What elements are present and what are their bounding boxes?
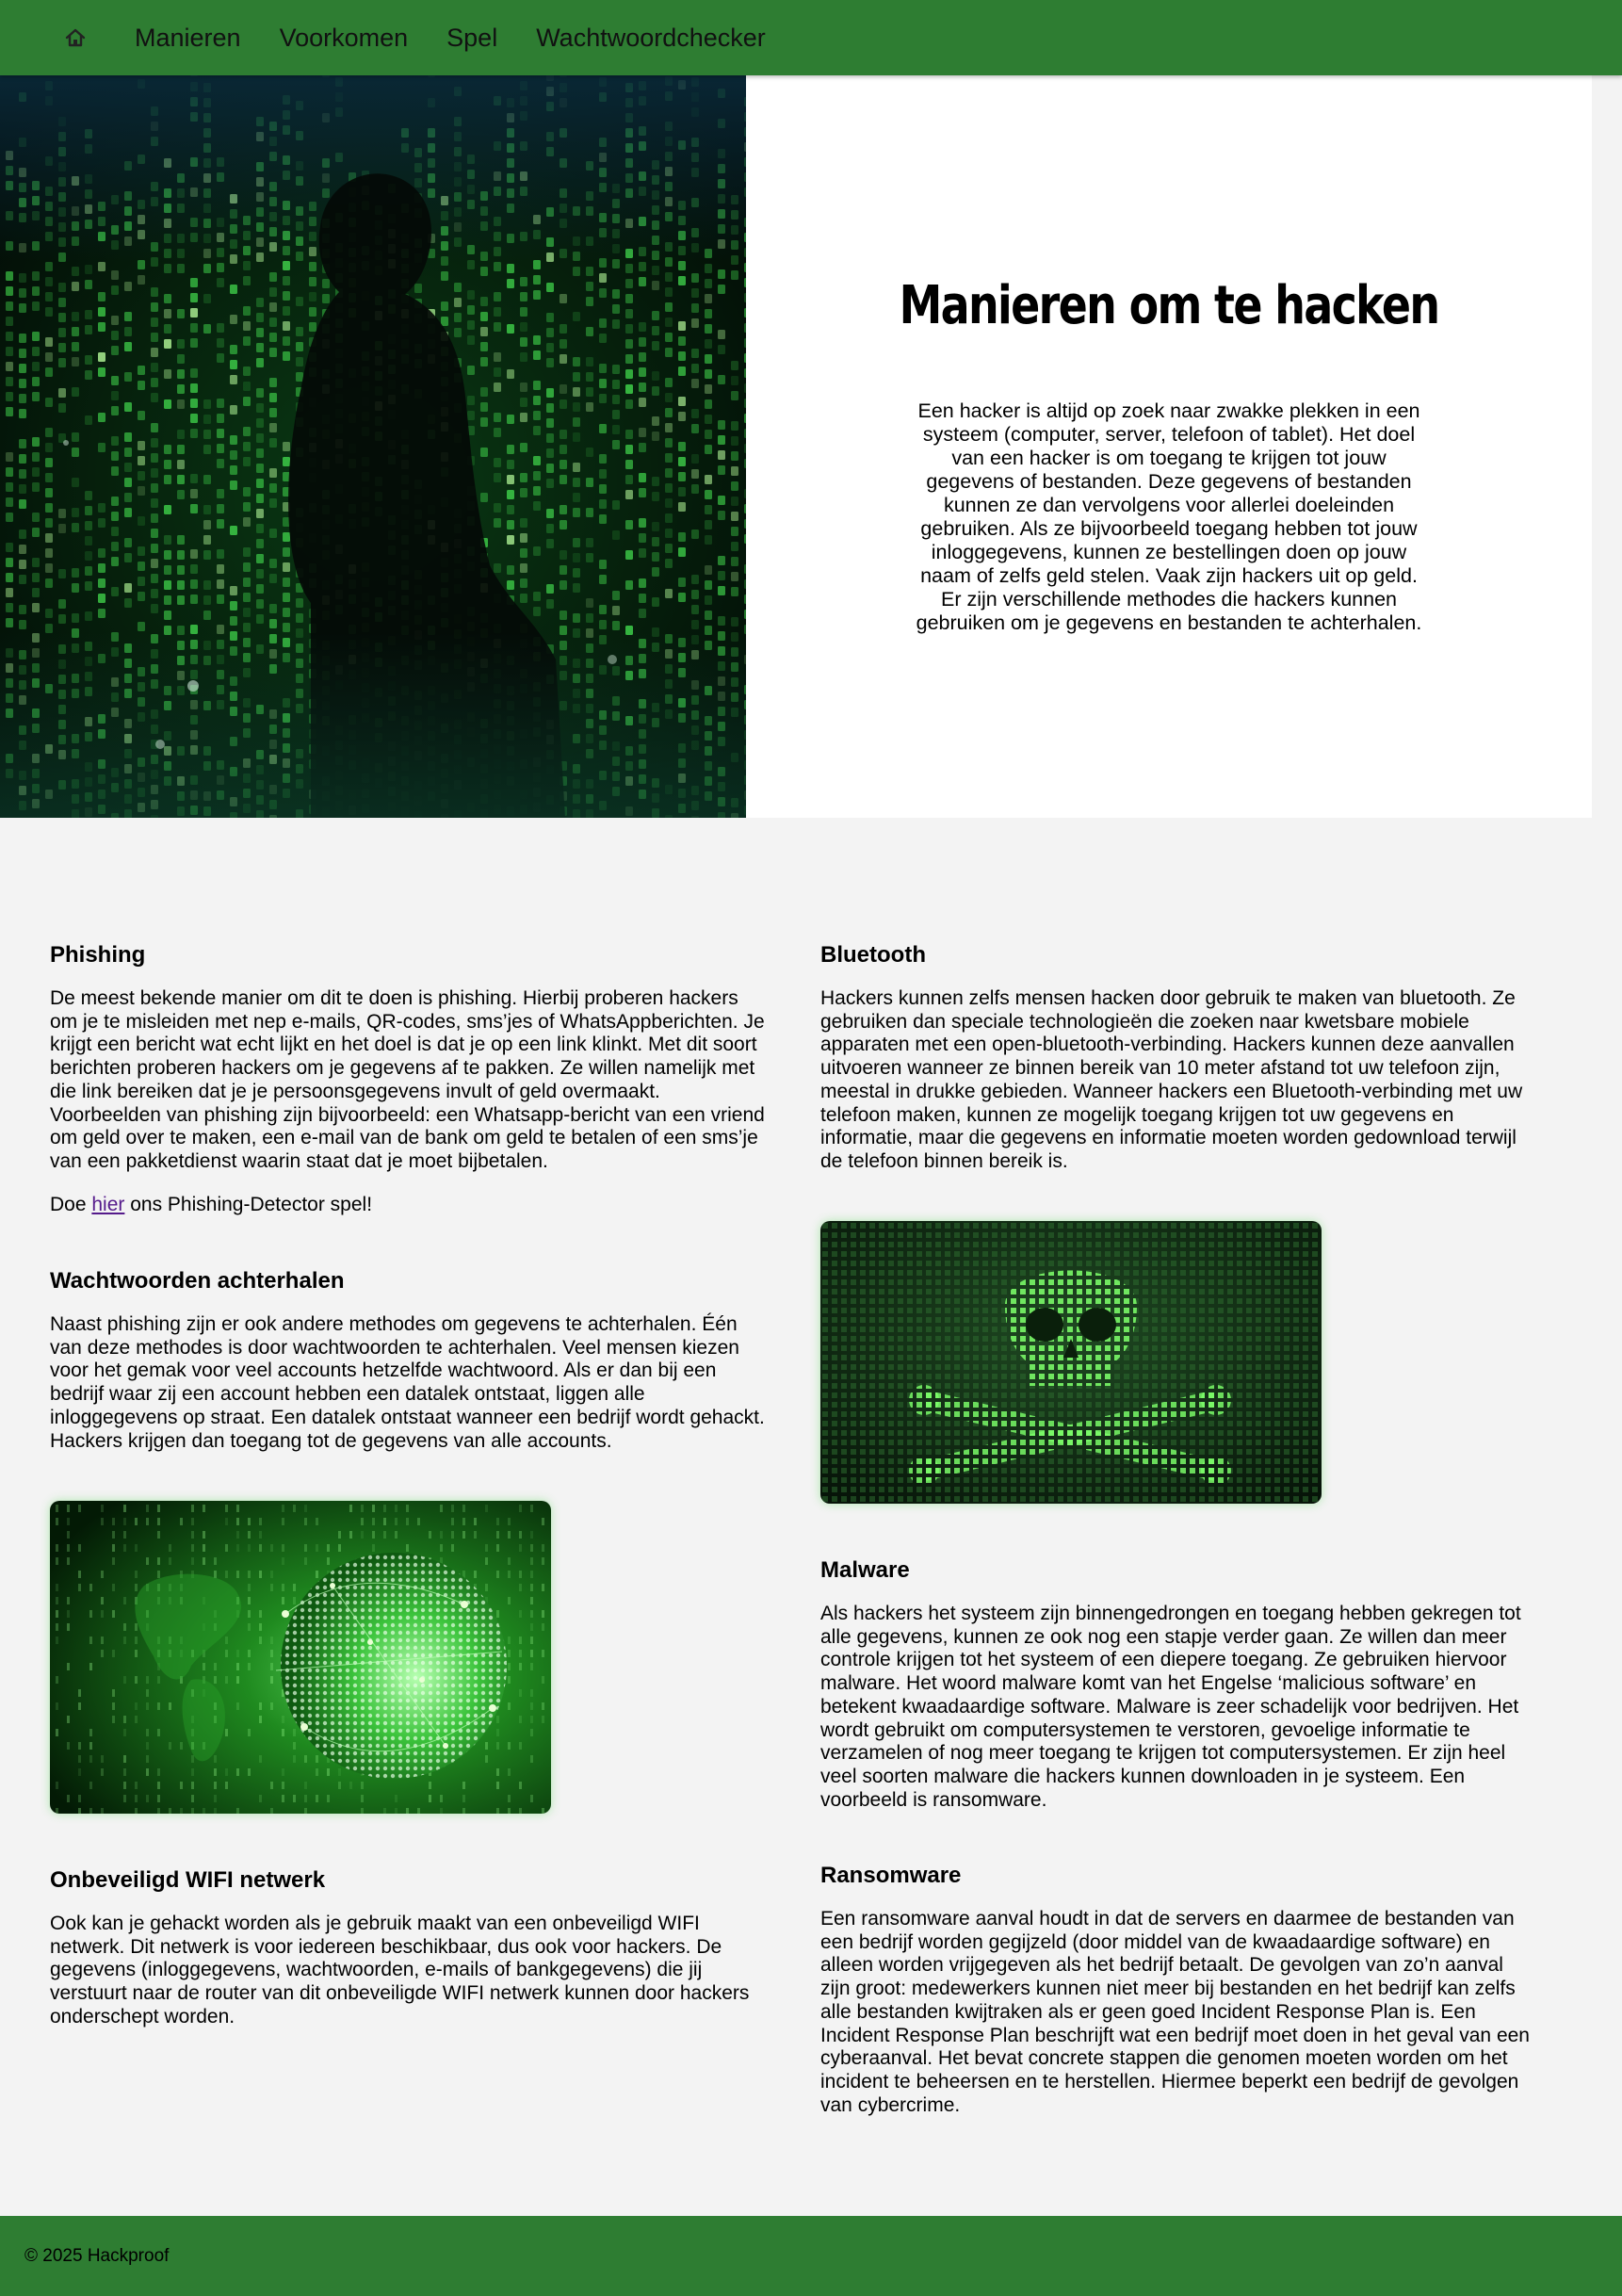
section-passwords: Wachtwoorden achterhalen Naast phishing … bbox=[50, 1268, 766, 1453]
section-phishing: Phishing De meest bekende manier om dit … bbox=[50, 942, 766, 1216]
section-wifi: Onbeveiligd WIFI netwerk Ook kan je geha… bbox=[50, 1867, 766, 2029]
nav-link-voorkomen[interactable]: Voorkomen bbox=[279, 23, 409, 52]
section-title-malware: Malware bbox=[820, 1557, 910, 1583]
hero-image-hacker-matrix bbox=[0, 75, 746, 818]
section-text-ransomware: Een ransomware aanval houdt in dat de se… bbox=[820, 1908, 1530, 2116]
section-text-phishing: De meest bekende manier om dit te doen i… bbox=[50, 987, 765, 1172]
footer-copyright: © 2025 Hackproof bbox=[24, 2246, 170, 2266]
section-title-bluetooth: Bluetooth bbox=[820, 942, 926, 968]
section-text-malware: Als hackers het systeem zijn binnengedro… bbox=[820, 1603, 1521, 1811]
section-title-passwords: Wachtwoorden achterhalen bbox=[50, 1268, 345, 1294]
cta-text-after: ons Phishing-Detector spel! bbox=[124, 1193, 373, 1215]
section-bluetooth: Bluetooth Hackers kunnen zelfs mensen ha… bbox=[820, 942, 1536, 1174]
skull-circuit-image bbox=[820, 1221, 1322, 1504]
nav-links: Manieren Voorkomen Spel Wachtwoordchecke… bbox=[135, 0, 804, 75]
hero-intro-text: Een hacker is altijd op zoek naar zwakke… bbox=[916, 399, 1422, 634]
home-icon[interactable] bbox=[62, 24, 89, 51]
nav-link-spel[interactable]: Spel bbox=[446, 23, 498, 52]
nav-link-manieren[interactable]: Manieren bbox=[135, 23, 241, 52]
nav-link-wachtwoordchecker[interactable]: Wachtwoordchecker bbox=[536, 23, 766, 52]
phishing-game-cta: Doe hier ons Phishing-Detector spel! bbox=[50, 1194, 766, 1217]
section-text-wifi: Ook kan je gehackt worden als je gebruik… bbox=[50, 1913, 750, 2027]
section-title-ransomware: Ransomware bbox=[820, 1863, 962, 1888]
phishing-game-link[interactable]: hier bbox=[91, 1193, 125, 1215]
footer: © 2025 Hackproof bbox=[0, 2216, 1622, 2296]
section-ransomware: Ransomware Een ransomware aanval houdt i… bbox=[820, 1863, 1536, 2117]
section-text-passwords: Naast phishing zijn er ook andere method… bbox=[50, 1313, 765, 1452]
globe-network-image bbox=[50, 1501, 551, 1814]
section-malware: Malware Als hackers het systeem zijn bin… bbox=[820, 1557, 1536, 1812]
section-title-wifi: Onbeveiligd WIFI netwerk bbox=[50, 1867, 326, 1893]
top-navigation: Manieren Voorkomen Spel Wachtwoordchecke… bbox=[0, 0, 1622, 75]
section-title-phishing: Phishing bbox=[50, 942, 146, 968]
hero-panel: Manieren om te hacken Een hacker is alti… bbox=[746, 75, 1592, 818]
cta-text-before: Doe bbox=[50, 1193, 92, 1215]
section-text-bluetooth: Hackers kunnen zelfs mensen hacken door … bbox=[820, 987, 1523, 1172]
page-title: Manieren om te hacken bbox=[899, 275, 1440, 336]
